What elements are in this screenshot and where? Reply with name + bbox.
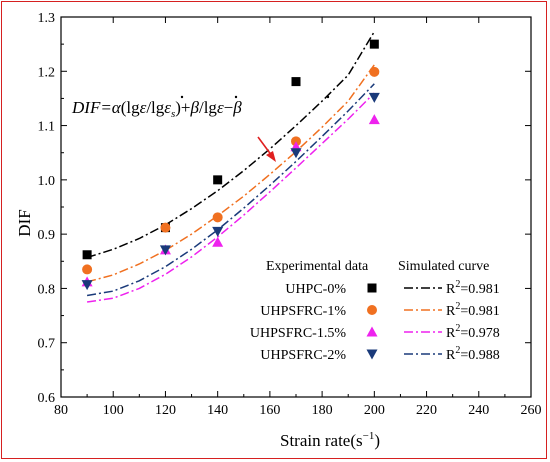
y-tick-label: 1.3 [38,11,56,26]
legend-header-experimental: Experimental data [266,259,369,274]
data-point-UHPSFRC-1% [369,66,380,77]
fit-equation-annotation: DIF=α(lgε/lgεs)+β/lgε−β [71,98,242,120]
axis-ticks: 80 100 120 140 160 180 200 220 240 260 0.6 0.7 0.8 0.… [38,11,542,418]
data-point-UHPSFRC-2% [212,226,224,237]
x-tick-label: 160 [259,403,280,418]
x-tick-label: 200 [364,403,385,418]
legend-marker [366,326,378,337]
y-tick-label: 0.7 [38,337,56,352]
x-tick-label: 120 [155,403,176,418]
fit-curve-UHPSFRC-2% [86,83,375,297]
x-tick-label: 220 [416,403,437,418]
x-tick-label: 100 [103,403,124,418]
data-point-UHPSFRC-1.5% [368,114,380,125]
y-tick-label: 1.1 [38,120,56,135]
data-point-UHPC-0% [213,175,223,185]
legend: Experimental data Simulated curve UHPC-0% R… [250,259,500,363]
data-point-UHPC-0% [291,77,301,87]
data-point-UHPSFRC-2% [81,280,93,291]
legend-marker [367,305,377,315]
x-tick-label: 140 [207,403,228,418]
y-tick-label: 0.8 [38,282,56,297]
y-tick-label: 1.2 [38,65,56,80]
legend-marker [366,349,378,360]
fit-curves [86,31,375,303]
data-point-UHPSFRC-2% [368,92,380,103]
data-point-UHPSFRC-1% [212,212,223,223]
legend-label: UHPC-0% [285,282,346,297]
y-axis-title: DIF [15,209,34,236]
legend-label: UHPSFRC-2% [260,348,346,363]
data-point-UHPSFRC-2% [159,245,171,256]
x-tick-label: 240 [468,403,489,418]
legend-r2: R2=0.978 [446,323,500,341]
x-tick-label: 180 [312,403,333,418]
formula-dot-accents [180,95,330,99]
x-tick-label: 260 [521,403,542,418]
data-point-UHPSFRC-2% [290,148,302,159]
data-point-UHPC-0% [82,250,92,260]
fit-curve-UHPC-0% [86,31,375,259]
legend-label: UHPSFRC-1% [260,304,346,319]
data-point-UHPC-0% [369,39,379,49]
dot-accent-2 [234,95,238,99]
x-axis-title-close: ) [374,431,380,450]
x-axis-title-main: Strain rate(s [280,431,363,450]
data-point-UHPSFRC-1.5% [212,236,224,247]
x-axis-title-sup: −1 [363,430,375,442]
y-tick-label: 0.6 [38,391,56,406]
dot-accent-3 [326,95,330,99]
legend-marker [367,283,377,293]
x-tick-label: 80 [54,403,68,418]
x-axis-title: Strain rate(s−1) [280,430,380,450]
y-tick-label: 0.9 [38,228,56,243]
arrow-shaft [257,136,273,157]
dot-accent-1 [180,95,184,99]
data-points [81,39,380,291]
arrow-head [266,151,276,162]
y-tick-label: 1.0 [38,174,56,189]
data-point-UHPSFRC-1% [160,222,171,233]
legend-r2: R2=0.981 [446,301,500,319]
legend-header-simulated: Simulated curve [398,259,489,274]
annotation-arrow [257,136,276,162]
fit-curve-UHPSFRC-1.5% [86,92,375,303]
legend-r2: R2=0.988 [446,345,500,363]
data-point-UHPSFRC-1% [82,264,93,275]
legend-r2: R2=0.981 [446,279,500,297]
fit-curve-UHPSFRC-1% [86,64,375,283]
legend-label: UHPSFRC-1.5% [250,326,346,341]
